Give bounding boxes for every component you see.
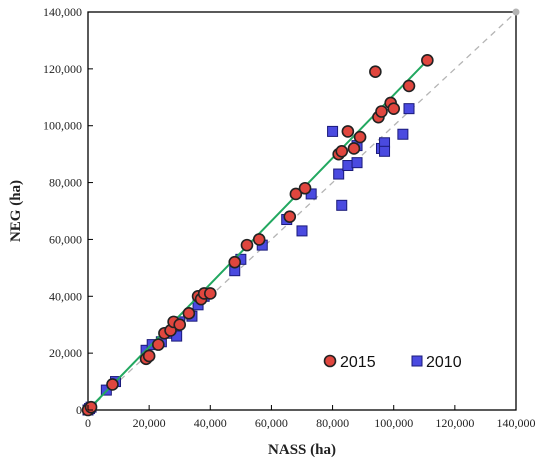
point-2010 (397, 128, 409, 140)
legend-2010-label: 2010 (426, 354, 462, 371)
x-tick-label: 120,000 (435, 416, 474, 430)
point-2015 (387, 102, 401, 115)
x-axis-title: NASS (ha) (268, 442, 336, 458)
point-2015 (298, 181, 312, 195)
y-tick-label: 0 (76, 403, 82, 417)
point-2010 (327, 125, 339, 137)
plot-area (87, 11, 517, 411)
legend-2015-marker (323, 354, 337, 368)
point-2010 (296, 225, 308, 237)
one-to-one-endpoint (512, 8, 520, 16)
x-tick-label: 20,000 (133, 416, 166, 430)
y-axis-ticks: 0 20,000 40,000 60,000 80,000 100,000 120,000 1… (43, 5, 93, 417)
point-2010 (379, 145, 391, 157)
point-2015 (335, 145, 349, 158)
x-tick-label: 100,000 (374, 416, 413, 430)
point-2015 (353, 130, 367, 144)
legend-2015-label: 2015 (340, 354, 376, 371)
plot-border (87, 11, 517, 411)
point-2015 (84, 400, 98, 414)
point-2015 (252, 233, 266, 246)
point-2015 (369, 65, 382, 78)
y-tick-label: 80,000 (49, 176, 82, 190)
legend-2010-marker (411, 355, 423, 367)
x-tick-label: 0 (85, 416, 91, 430)
point-2010 (351, 157, 363, 169)
point-2015 (182, 307, 196, 320)
point-2015 (402, 79, 416, 93)
point-2010 (403, 103, 415, 115)
x-tick-label: 60,000 (255, 416, 288, 430)
y-tick-label: 60,000 (49, 232, 82, 246)
point-2015 (152, 338, 165, 351)
one-to-one-line-layer (87, 8, 520, 411)
point-2015 (375, 105, 388, 118)
point-2015 (421, 54, 434, 67)
series-2015-points (81, 54, 434, 417)
y-tick-label: 100,000 (43, 119, 82, 133)
point-2015 (106, 378, 119, 391)
point-2010 (333, 168, 345, 180)
point-2015 (240, 238, 254, 252)
point-2015 (142, 349, 156, 363)
one-to-one-line (87, 11, 517, 411)
point-2015 (203, 287, 217, 300)
x-tick-label: 80,000 (316, 416, 349, 430)
point-2015 (347, 142, 361, 155)
y-tick-label: 140,000 (43, 5, 82, 19)
y-axis-title: NEG (ha) (8, 180, 24, 242)
x-tick-label: 140,000 (497, 416, 536, 430)
point-2015 (289, 187, 303, 201)
legend: 2015 2010 (323, 354, 462, 371)
y-tick-label: 120,000 (43, 62, 82, 76)
x-tick-label: 40,000 (194, 416, 227, 430)
point-2015 (173, 318, 187, 332)
point-2015 (283, 210, 297, 223)
point-2010 (342, 160, 354, 172)
y-tick-label: 20,000 (49, 346, 82, 360)
y-tick-label: 40,000 (49, 289, 82, 303)
x-axis-ticks: 0 20,000 40,000 60,000 80,000 100,000 120,000 1… (85, 405, 536, 430)
point-2010 (336, 199, 348, 211)
point-2015 (228, 255, 242, 269)
point-2015 (341, 125, 355, 138)
